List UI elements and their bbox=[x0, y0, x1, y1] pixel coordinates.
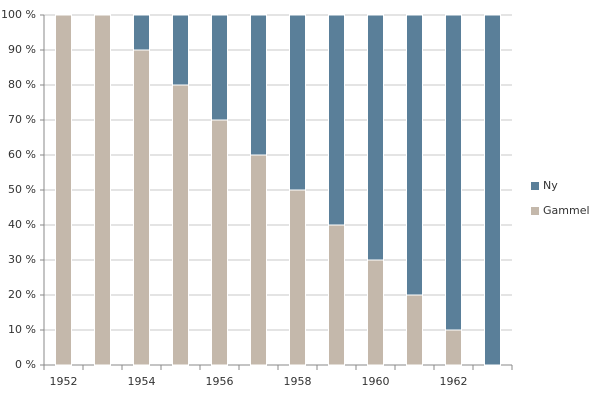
legend-swatch bbox=[531, 182, 539, 190]
bar-segment bbox=[328, 14, 345, 226]
y-tick-label: 60 % bbox=[8, 148, 36, 161]
bar-segment bbox=[133, 14, 150, 51]
bar-segment bbox=[367, 14, 384, 261]
bar-segment bbox=[289, 14, 306, 191]
bar-segment bbox=[328, 224, 345, 366]
y-tick-label: 30 % bbox=[8, 253, 36, 266]
bar-segment bbox=[289, 189, 306, 366]
y-tick-label: 40 % bbox=[8, 218, 36, 231]
y-tick-label: 50 % bbox=[8, 183, 36, 196]
bar-segment bbox=[250, 14, 267, 156]
bar-segment bbox=[211, 14, 228, 121]
bar-segment bbox=[406, 294, 423, 366]
y-tick-label: 90 % bbox=[8, 43, 36, 56]
x-tick-label: 1952 bbox=[50, 375, 78, 388]
bar-segment bbox=[94, 14, 111, 366]
bar-segment bbox=[211, 119, 228, 366]
bar-segment bbox=[172, 14, 189, 86]
legend: Ny Gammel bbox=[531, 179, 590, 217]
bar-segment bbox=[445, 14, 462, 331]
x-tick-label: 1954 bbox=[128, 375, 156, 388]
y-tick-label: 70 % bbox=[8, 113, 36, 126]
bar-segment bbox=[133, 49, 150, 366]
legend-swatch bbox=[531, 207, 539, 215]
x-tick-label: 1962 bbox=[440, 375, 468, 388]
legend-label: Ny bbox=[543, 179, 558, 192]
y-tick-label: 100 % bbox=[1, 8, 36, 21]
bar-segment bbox=[367, 259, 384, 366]
y-tick-label: 0 % bbox=[15, 358, 36, 371]
bar-segment bbox=[250, 154, 267, 366]
y-tick-label: 20 % bbox=[8, 288, 36, 301]
bar-segment bbox=[172, 84, 189, 366]
y-tick-label: 10 % bbox=[8, 323, 36, 336]
bar-segment bbox=[406, 14, 423, 296]
legend-label: Gammel bbox=[543, 204, 590, 217]
bar-segment bbox=[484, 14, 501, 366]
bar-segment bbox=[445, 329, 462, 366]
x-tick-label: 1958 bbox=[284, 375, 312, 388]
x-tick-label: 1960 bbox=[362, 375, 390, 388]
bar-segment bbox=[55, 14, 72, 366]
x-tick-label: 1956 bbox=[206, 375, 234, 388]
y-tick-label: 80 % bbox=[8, 78, 36, 91]
